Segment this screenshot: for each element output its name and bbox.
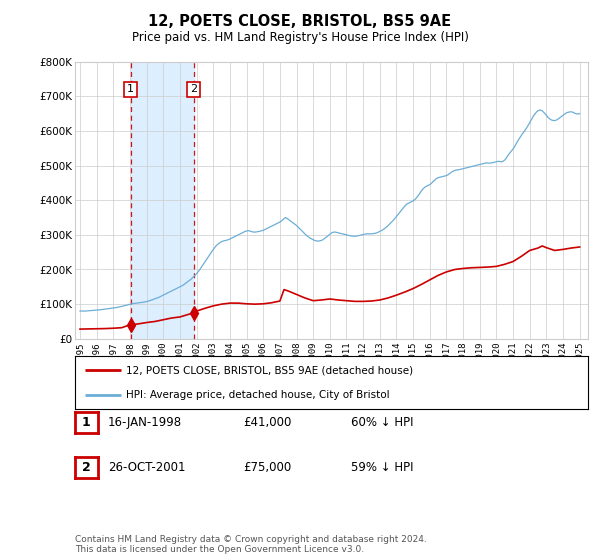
Text: £75,000: £75,000 xyxy=(243,461,291,474)
Text: 16-JAN-1998: 16-JAN-1998 xyxy=(108,416,182,430)
Bar xyxy=(131,62,194,339)
Text: 12, POETS CLOSE, BRISTOL, BS5 9AE: 12, POETS CLOSE, BRISTOL, BS5 9AE xyxy=(148,14,452,29)
Text: HPI: Average price, detached house, City of Bristol: HPI: Average price, detached house, City… xyxy=(127,390,390,400)
Text: £41,000: £41,000 xyxy=(243,416,292,430)
Text: 59% ↓ HPI: 59% ↓ HPI xyxy=(351,461,413,474)
Text: Contains HM Land Registry data © Crown copyright and database right 2024.
This d: Contains HM Land Registry data © Crown c… xyxy=(75,535,427,554)
Text: 2: 2 xyxy=(190,85,197,94)
Text: 26-OCT-2001: 26-OCT-2001 xyxy=(108,461,185,474)
Text: 12, POETS CLOSE, BRISTOL, BS5 9AE (detached house): 12, POETS CLOSE, BRISTOL, BS5 9AE (detac… xyxy=(127,366,413,376)
Text: 1: 1 xyxy=(82,416,91,430)
Text: Price paid vs. HM Land Registry's House Price Index (HPI): Price paid vs. HM Land Registry's House … xyxy=(131,31,469,44)
Text: 60% ↓ HPI: 60% ↓ HPI xyxy=(351,416,413,430)
Text: 1: 1 xyxy=(127,85,134,94)
Text: 2: 2 xyxy=(82,461,91,474)
